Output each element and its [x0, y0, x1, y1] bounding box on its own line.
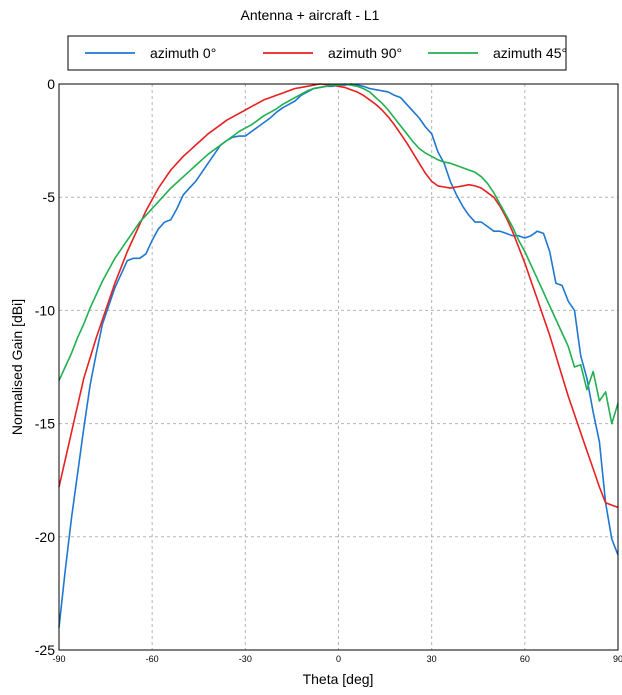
x-tick-label: 0 — [336, 654, 341, 664]
legend-label: azimuth 0° — [150, 45, 216, 61]
x-tick-label: 30 — [427, 654, 437, 664]
y-axis-label: Normalised Gain [dBi] — [9, 299, 25, 435]
x-tick-label: -60 — [146, 654, 159, 664]
plot-lines — [58, 83, 619, 628]
y-tick-label: -15 — [35, 416, 55, 432]
y-tick-labels: 0 -5 -10 -15 -20 -25 — [35, 76, 55, 658]
chart-title: Antenna + aircraft - L1 — [241, 7, 380, 23]
plot-frame — [58, 83, 619, 651]
x-tick-labels: -90 -60 -30 0 30 60 90 — [52, 654, 622, 664]
y-tick-label: -10 — [35, 302, 55, 318]
y-tick-label: 0 — [47, 76, 55, 92]
x-tick-label: -90 — [52, 654, 65, 664]
legend-items: azimuth 0° azimuth 90° azimuth 45° — [85, 45, 567, 61]
legend-box — [67, 35, 567, 71]
y-tick-label: -20 — [35, 529, 55, 545]
legend-label: azimuth 45° — [493, 45, 567, 61]
y-tick-label: -5 — [43, 189, 56, 205]
series-line — [58, 83, 619, 425]
x-tick-label: 90 — [613, 654, 622, 664]
plot-grid — [59, 84, 618, 650]
legend: azimuth 0° azimuth 90° azimuth 45° — [67, 35, 567, 71]
y-tick-label: -25 — [35, 642, 55, 658]
series-line — [58, 83, 619, 509]
legend-label: azimuth 90° — [328, 45, 402, 61]
x-tick-label: 60 — [520, 654, 530, 664]
x-tick-label: -30 — [239, 654, 252, 664]
x-axis-label: Theta [deg] — [303, 671, 374, 687]
